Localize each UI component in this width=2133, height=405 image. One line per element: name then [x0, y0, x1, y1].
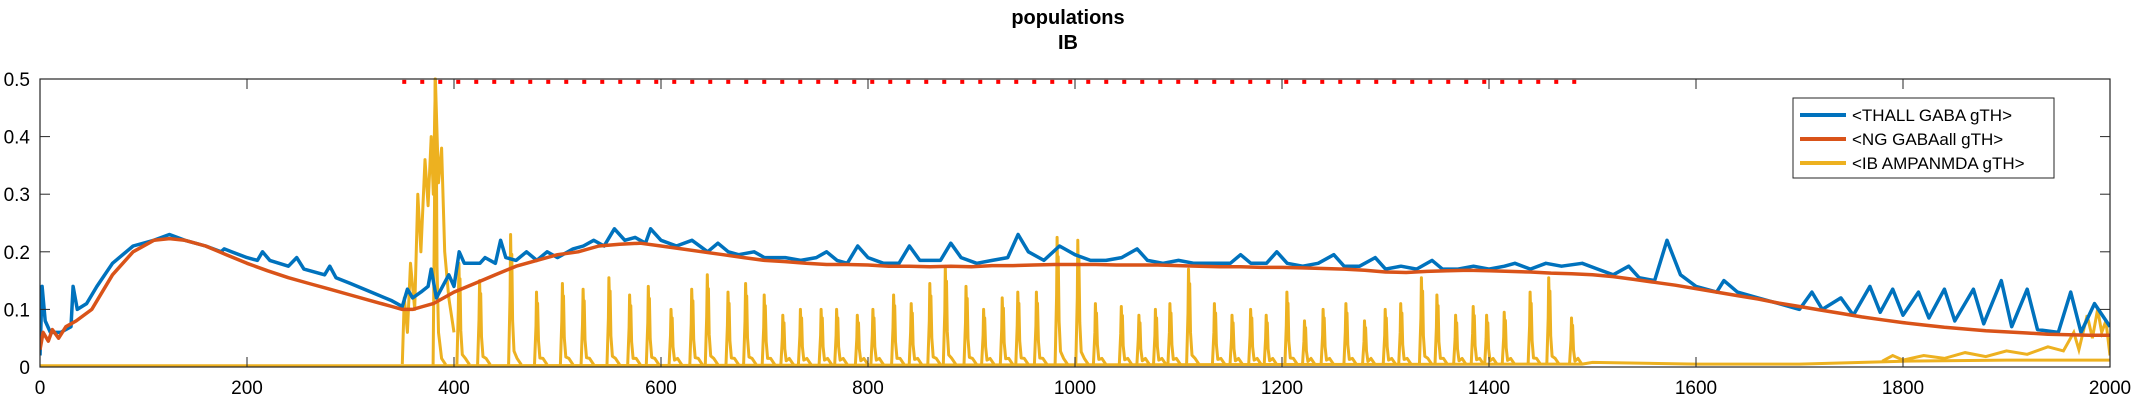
series-ib-spike: [1032, 290, 1049, 366]
series-ib-spike: [1152, 307, 1168, 366]
x-tick-label: 1400: [1468, 378, 1510, 399]
series-ib-spike: [688, 287, 704, 366]
axis-ticks: 0 200 400 600 800 1000 1200 1400 1600 1800 2000 0 0.…: [4, 70, 2132, 399]
series-ib-spike: [1283, 290, 1299, 366]
series-ib-spike: [1074, 238, 1090, 366]
x-tick-label: 800: [852, 378, 884, 399]
x-tick-label: 400: [438, 378, 470, 399]
series-ib-spike: [1545, 276, 1561, 366]
series-ib-onset-burst: [400, 77, 456, 365]
plot-area: 0 200 400 600 800 1000 1200 1400 1600 1800 2000 0 0.…: [4, 70, 2132, 399]
series-ib-spike: [1228, 313, 1244, 366]
y-tick-label: 0.2: [4, 243, 30, 264]
x-tick-label: 1600: [1675, 378, 1717, 399]
series-ib-spike: [742, 282, 758, 366]
series-ib-spike: [558, 282, 575, 366]
legend-label: <NG GABAall gTH>: [1852, 130, 2003, 149]
series-ib-spike: [1342, 302, 1358, 366]
series-ib-spike: [1053, 235, 1070, 366]
series-ib-spike: [1117, 305, 1134, 366]
series-ib-spike: [1500, 310, 1517, 366]
series-ib-spike: [1210, 302, 1227, 366]
x-tick-label: 1000: [1054, 378, 1096, 399]
series-ib-spike: [1185, 267, 1201, 366]
series-ib-spike: [1135, 313, 1151, 366]
series-ib-spike: [869, 307, 885, 366]
series-ib-spike: [760, 293, 777, 366]
series-ib-spike: [579, 287, 595, 366]
series-ib-spike: [1301, 319, 1317, 366]
series-ib-spike: [1483, 313, 1499, 366]
series-ib-spike: [1014, 290, 1030, 366]
legend-label: <THALL GABA gTH>: [1852, 106, 2012, 125]
y-tick-label: 0: [19, 358, 30, 379]
series-ib-spike: [853, 313, 870, 366]
series-ib-spike: [507, 233, 523, 366]
series-ib-spike: [1568, 316, 1584, 366]
series-layer: [40, 77, 2110, 368]
series-ib-spike: [962, 284, 978, 366]
series-ib-spike: [703, 273, 720, 366]
series-ib-spike: [667, 307, 683, 366]
series-ib-spike: [431, 77, 447, 366]
series-ib-spike: [890, 293, 906, 366]
y-tick-label: 0.3: [4, 185, 30, 206]
series-ib-spike: [796, 307, 813, 366]
legend-entry-ib: <IB AMPANMDA gTH>: [1800, 154, 2025, 173]
x-tick-label: 2000: [2089, 378, 2131, 399]
series-ib-spike: [1091, 302, 1108, 366]
series-ib-spike: [605, 276, 621, 366]
y-tick-label: 0.1: [4, 300, 30, 321]
series-ib-spike: [476, 279, 492, 366]
x-tick-label: 0: [35, 378, 46, 399]
x-tick-label: 200: [231, 378, 263, 399]
series-ib-spike: [1166, 302, 1182, 366]
series-ib-spike: [817, 307, 834, 366]
series-ib-spike: [644, 284, 661, 366]
series-ib-spike: [1361, 319, 1377, 366]
legend-entry-thall: <THALL GABA gTH>: [1800, 106, 2012, 125]
series-ib-spike: [724, 290, 740, 366]
x-tick-label: 600: [645, 378, 677, 399]
legend-label: <IB AMPANMDA gTH>: [1852, 154, 2025, 173]
series-ib-spike: [1247, 307, 1263, 366]
chart-subtitle: IB: [1058, 32, 1078, 54]
legend-entry-ng: <NG GABAall gTH>: [1800, 130, 2003, 149]
x-tick-label: 1800: [1882, 378, 1924, 399]
series-ib-spike: [907, 302, 924, 366]
series-ib-spike: [1262, 313, 1279, 366]
series-ib-baseline: [40, 358, 2110, 368]
y-tick-label: 0.5: [4, 70, 30, 91]
series-ib-spike: [1526, 290, 1543, 366]
series-ib-spike: [1417, 276, 1434, 366]
chart-title: populations: [1011, 7, 1124, 29]
series-ng-gabaall-line: [40, 236, 2110, 351]
y-tick-label: 0.4: [4, 128, 31, 149]
series-ib-spike: [1397, 302, 1413, 366]
series-ib-spike: [998, 296, 1015, 366]
series-ib-spike: [1469, 305, 1486, 366]
series-ib-spike: [626, 293, 642, 366]
series-ib-spike: [926, 282, 942, 366]
series-ib-spike: [980, 307, 996, 366]
legend: <THALL GABA gTH> <NG GABAall gTH> <IB AM…: [1792, 97, 2055, 179]
series-ib-ampanmda: [40, 77, 2110, 368]
series-ib-spike: [1433, 293, 1449, 366]
series-ib-spike: [941, 264, 958, 366]
series-ib-spike: [779, 313, 795, 366]
series-ib-spike: [833, 307, 849, 366]
series-ib-spike: [1381, 307, 1398, 366]
series-ib-spike: [1452, 313, 1468, 366]
series-thall-gaba-line: [40, 227, 2110, 356]
series-ib-spike: [1319, 307, 1336, 366]
series-ib-spike: [455, 261, 471, 366]
series-ib-spike: [533, 290, 549, 366]
x-tick-label: 1200: [1261, 378, 1303, 399]
